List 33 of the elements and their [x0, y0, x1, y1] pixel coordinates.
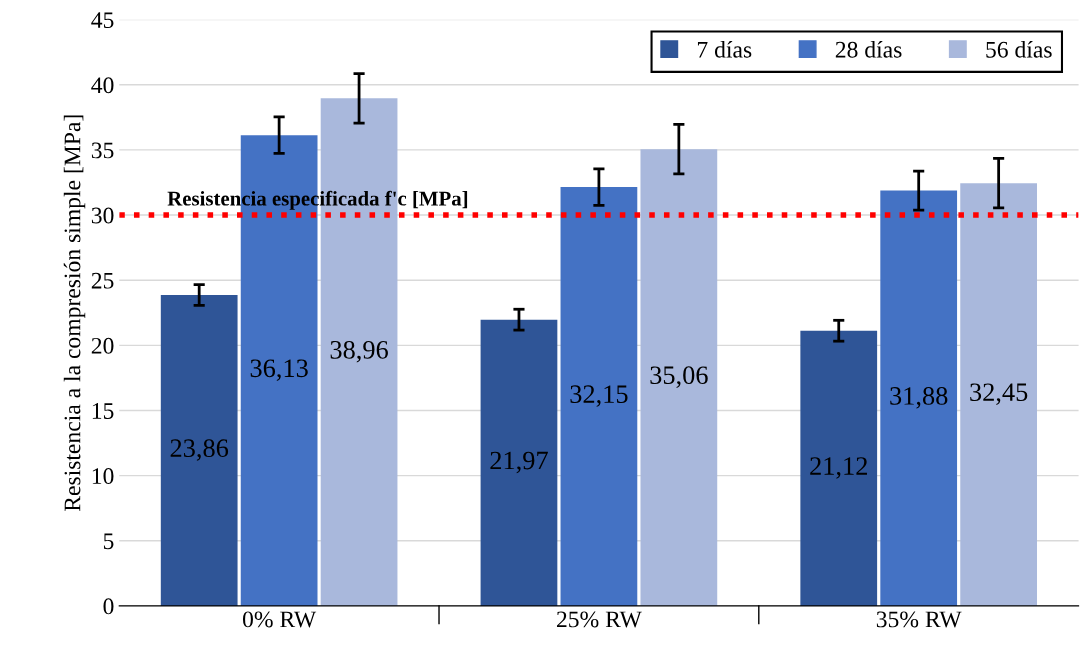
x-tick-label: 0% RW — [242, 611, 317, 628]
y-tick-label: 30 — [91, 207, 114, 224]
y-tick-label: 45 — [91, 12, 114, 29]
bar — [800, 330, 878, 606]
y-tick-label: 15 — [92, 403, 114, 419]
y-tick-label: 40 — [91, 77, 114, 94]
data-label: 31,88 — [890, 387, 948, 409]
y-tick-label: 35 — [91, 142, 114, 159]
data-label: 32,45 — [970, 383, 1028, 405]
data-label: 32,15 — [570, 385, 628, 407]
data-label: 38,96 — [330, 340, 388, 363]
bar — [560, 187, 638, 606]
y-tick-label: 5 — [103, 533, 114, 550]
y-tick-label: 20 — [91, 337, 114, 354]
bar — [640, 149, 718, 606]
data-label: 21,97 — [490, 451, 548, 474]
bar — [160, 295, 238, 606]
legend-label: 28 días — [835, 41, 902, 58]
y-axis-title: Resistencia a la compresión simple [MPa] — [63, 115, 86, 512]
bar — [960, 183, 1038, 606]
legend-label: 7 días — [697, 41, 752, 58]
data-label: 21,12 — [810, 457, 867, 479]
data-label: 23,86 — [170, 439, 229, 461]
y-tick-label: 10 — [92, 468, 114, 485]
y-tick-label: 25 — [91, 272, 114, 289]
bar — [880, 190, 958, 606]
x-tick-label: 25% RW — [556, 611, 642, 628]
data-label: 35,06 — [650, 366, 708, 388]
bar — [480, 319, 558, 606]
x-tick-label: 35% RW — [876, 611, 962, 628]
y-tick-label: 0 — [103, 598, 114, 615]
data-label: 36,13 — [250, 359, 308, 381]
legend-label: 56 días — [986, 41, 1052, 58]
